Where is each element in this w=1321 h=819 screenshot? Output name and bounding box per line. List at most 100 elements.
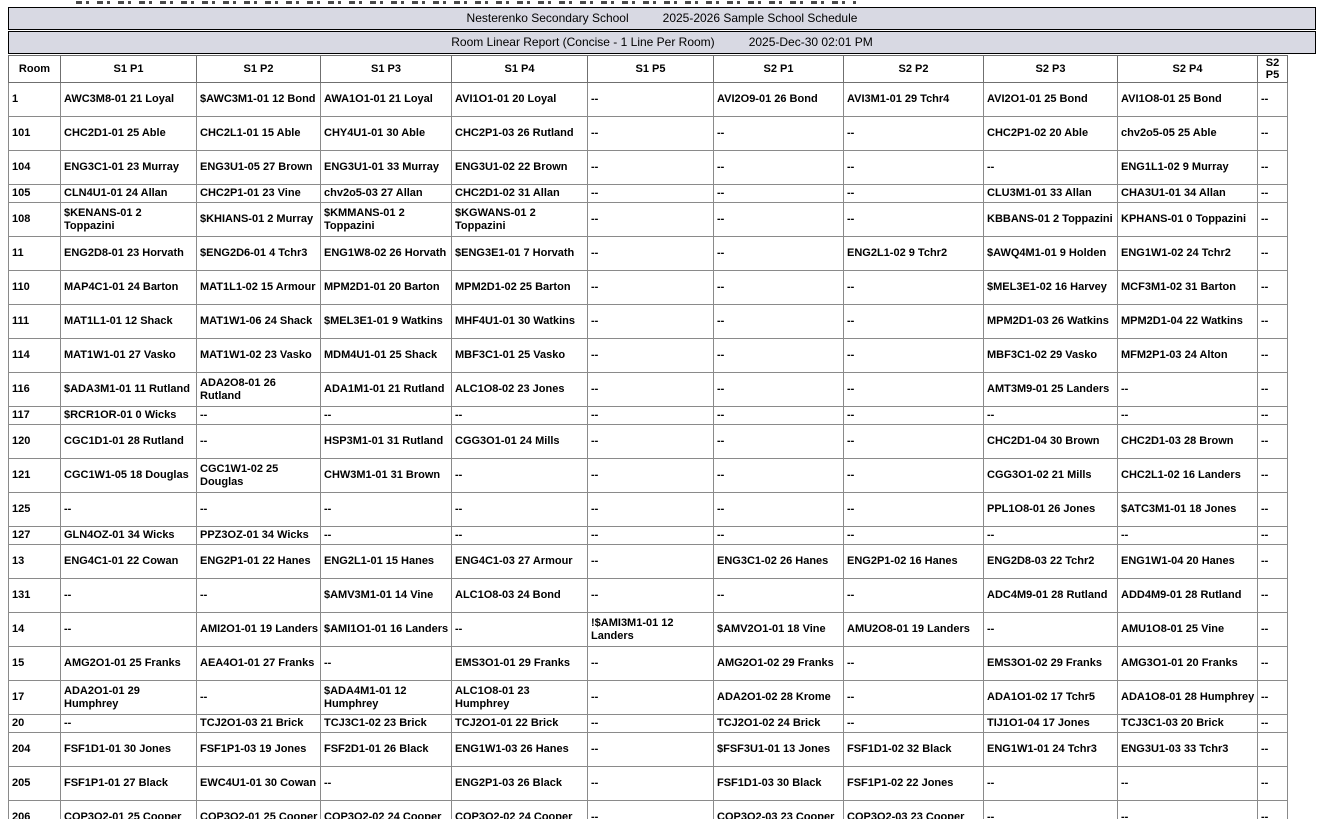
schedule-cell: MAT1W1-02 23 Vasko: [196, 338, 321, 373]
schedule-cell: --: [983, 150, 1118, 185]
schedule-cell: --: [843, 458, 984, 493]
schedule-table-body: 1 AWC3M8-01 21 Loyal $AWC3M1-01 12 Bond AWA…: [8, 82, 1288, 819]
schedule-cell: --: [1257, 82, 1288, 117]
schedule-cell: --: [587, 800, 714, 819]
schedule-cell: MAP4C1-01 24 Barton: [60, 270, 197, 305]
table-row: 101 CHC2D1-01 25 Able CHC2L1-01 15 Able CHY…: [8, 116, 1288, 151]
schedule-cell: --: [1257, 338, 1288, 373]
column-header: S1 P5: [587, 55, 714, 83]
schedule-cell: ENG1W1-04 20 Hanes: [1117, 544, 1258, 579]
schedule-cell: $RCR1OR-01 0 Wicks: [60, 406, 197, 425]
schedule-cell: ENG2P1-02 16 Hanes: [843, 544, 984, 579]
schedule-cell: CHC2D1-01 25 Able: [60, 116, 197, 151]
schedule-cell: ADA2O8-01 26 Rutland: [196, 372, 321, 407]
schedule-cell: FSF1P1-02 22 Jones: [843, 766, 984, 801]
schedule-cell: ALC1O8-02 23 Jones: [451, 372, 588, 407]
schedule-cell: AWA1O1-01 21 Loyal: [320, 82, 452, 117]
schedule-cell: --: [713, 578, 844, 613]
schedule-cell: TIJ1O1-04 17 Jones: [983, 714, 1118, 733]
schedule-cell: $ATC3M1-01 18 Jones: [1117, 492, 1258, 527]
schedule-cell: MCF3M1-02 31 Barton: [1117, 270, 1258, 305]
schedule-cell: $KMMANS-01 2 Toppazini: [320, 202, 452, 237]
schedule-cell: --: [451, 458, 588, 493]
schedule-cell: --: [843, 492, 984, 527]
schedule-cell: --: [587, 338, 714, 373]
schedule-cell: --: [451, 526, 588, 545]
schedule-cell: AWC3M8-01 21 Loyal: [60, 82, 197, 117]
schedule-cell: --: [1257, 800, 1288, 819]
room-cell: 101: [8, 116, 61, 151]
schedule-cell: --: [587, 492, 714, 527]
table-row: 131 -- -- $AMV3M1-01 14 Vine ALC1O8-03 24 Bo…: [8, 578, 1288, 613]
schedule-cell: --: [320, 526, 452, 545]
schedule-cell: --: [1257, 304, 1288, 339]
schedule-cell: !$AMI3M1-01 12 Landers: [587, 612, 714, 647]
schedule-cell: --: [1257, 646, 1288, 681]
schedule-cell: --: [320, 766, 452, 801]
schedule-cell: AVI2O1-01 25 Bond: [983, 82, 1118, 117]
room-cell: 108: [8, 202, 61, 237]
schedule-cell: ENG2L1-02 9 Tchr2: [843, 236, 984, 271]
schedule-cell: --: [983, 766, 1118, 801]
schedule-cell: FSF1D1-01 30 Jones: [60, 732, 197, 767]
schedule-cell: --: [320, 406, 452, 425]
schedule-cell: --: [1257, 202, 1288, 237]
schedule-cell: --: [713, 372, 844, 407]
schedule-cell: --: [713, 184, 844, 203]
schedule-cell: CHC2L1-02 16 Landers: [1117, 458, 1258, 493]
schedule-cell: --: [1257, 270, 1288, 305]
schedule-cell: EWC4U1-01 30 Cowan: [196, 766, 321, 801]
schedule-cell: --: [587, 270, 714, 305]
table-row: 104 ENG3C1-01 23 Murray ENG3U1-05 27 Brown…: [8, 150, 1288, 185]
schedule-cell: $ADA4M1-01 12 Humphrey: [320, 680, 452, 715]
schedule-cell: --: [1257, 612, 1288, 647]
schedule-cell: --: [587, 680, 714, 715]
schedule-cell: --: [1257, 424, 1288, 459]
schedule-cell: MHF4U1-01 30 Watkins: [451, 304, 588, 339]
schedule-cell: --: [1257, 766, 1288, 801]
schedule-cell: --: [713, 202, 844, 237]
room-cell: 111: [8, 304, 61, 339]
schedule-cell: --: [983, 800, 1118, 819]
schedule-cell: --: [587, 526, 714, 545]
column-header: S2 P2: [843, 55, 984, 83]
schedule-cell: --: [713, 492, 844, 527]
schedule-cell: AMG2O1-01 25 Franks: [60, 646, 197, 681]
schedule-cell: AVI1O1-01 20 Loyal: [451, 82, 588, 117]
room-cell: 114: [8, 338, 61, 373]
schedule-cell: --: [843, 270, 984, 305]
table-row: 15 AMG2O1-01 25 Franks AEA4O1-01 27 Franks…: [8, 646, 1288, 681]
table-row: 114 MAT1W1-01 27 Vasko MAT1W1-02 23 Vasko M…: [8, 338, 1288, 373]
table-row: 20 -- TCJ2O1-03 21 Brick TCJ3C1-02 23 Brick…: [8, 714, 1288, 733]
schedule-cell: --: [983, 526, 1118, 545]
table-row: 105 CLN4U1-01 24 Allan CHC2P1-01 23 Vine ch…: [8, 184, 1288, 203]
report-datetime: 2025-Dec-30 02:01 PM: [748, 35, 873, 49]
schedule-cell: CGG3O1-02 21 Mills: [983, 458, 1118, 493]
schedule-cell: --: [1257, 184, 1288, 203]
schedule-cell: --: [587, 424, 714, 459]
schedule-cell: COP3O2-02 24 Cooper: [320, 800, 452, 819]
schedule-cell: $AMV2O1-01 18 Vine: [713, 612, 844, 647]
schedule-cell: FSF1D1-03 30 Black: [713, 766, 844, 801]
schedule-cell: --: [587, 184, 714, 203]
schedule-cell: --: [1257, 458, 1288, 493]
room-cell: 117: [8, 406, 61, 425]
schedule-cell: ENG2D8-01 23 Horvath: [60, 236, 197, 271]
schedule-cell: --: [196, 406, 321, 425]
schedule-cell: --: [60, 714, 197, 733]
schedule-cell: --: [1257, 714, 1288, 733]
schedule-cell: PPZ3OZ-01 34 Wicks: [196, 526, 321, 545]
table-row: 121 CGC1W1-05 18 Douglas CGC1W1-02 25 Doug…: [8, 458, 1288, 493]
schedule-cell: HSP3M1-01 31 Rutland: [320, 424, 452, 459]
schedule-cell: $AMI1O1-01 16 Landers: [320, 612, 452, 647]
schedule-cell: ENG1W1-02 24 Tchr2: [1117, 236, 1258, 271]
schedule-cell: ENG1W1-03 26 Hanes: [451, 732, 588, 767]
table-row: 17 ADA2O1-01 29 Humphrey -- $ADA4M1-01 12 H…: [8, 680, 1288, 715]
room-cell: 205: [8, 766, 61, 801]
schedule-cell: --: [587, 372, 714, 407]
schedule-cell: --: [1117, 800, 1258, 819]
schedule-cell: --: [843, 150, 984, 185]
schedule-cell: MDM4U1-01 25 Shack: [320, 338, 452, 373]
schedule-cell: MAT1W1-01 27 Vasko: [60, 338, 197, 373]
